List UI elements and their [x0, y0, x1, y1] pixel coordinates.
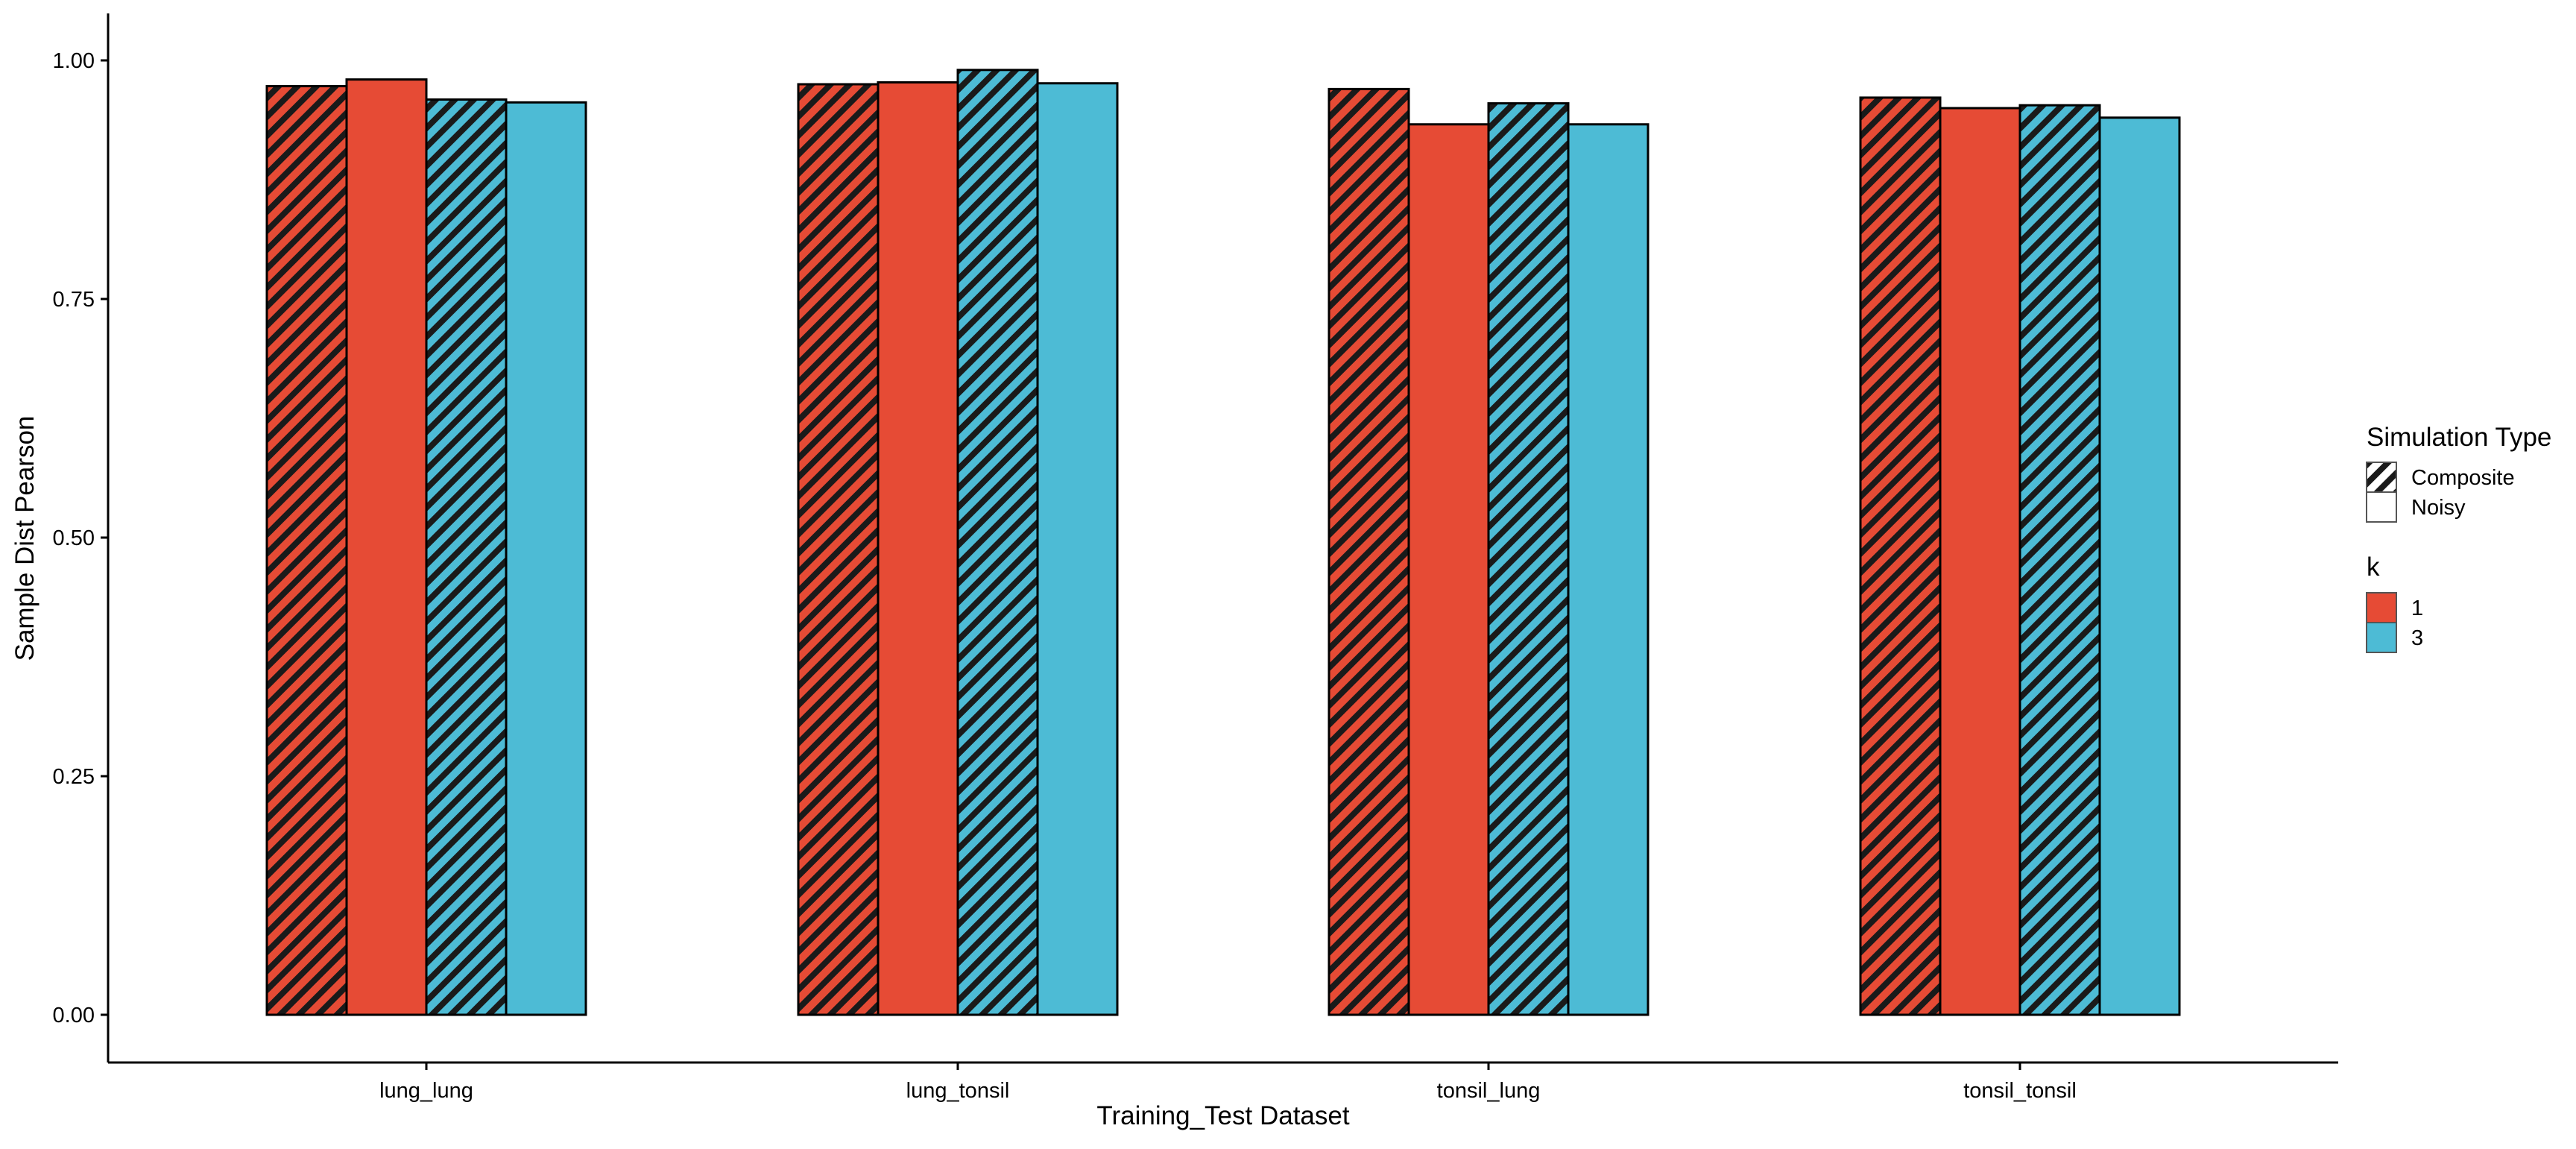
bar-lung_lung-k1-noisy	[345, 78, 428, 1016]
bar-lung_tonsil-k1-noisy	[877, 81, 959, 1016]
bar-tonsil_lung-k3-noisy	[1567, 123, 1650, 1016]
y-tick-label: 0.00	[53, 1004, 95, 1027]
bar-tonsil_lung-k3-composite	[1487, 102, 1570, 1016]
legend-label-k3: 3	[2411, 626, 2423, 650]
x-tick-label: lung_lung	[379, 1079, 473, 1103]
legend-title-simulation-type: Simulation Type	[2367, 423, 2551, 452]
plot-area	[265, 69, 2181, 1016]
legend-title-k: k	[2367, 553, 2380, 582]
y-tick-label: 0.50	[53, 526, 95, 550]
legend-label-composite: Composite	[2411, 466, 2515, 490]
x-tick-label: tonsil_lung	[1437, 1079, 1541, 1103]
legend-label-noisy: Noisy	[2411, 496, 2466, 520]
y-tick-label: 1.00	[53, 49, 95, 73]
bar-tonsil_tonsil-k1-composite	[1859, 96, 1942, 1016]
legend: Simulation Type k Composite Noisy 1 3	[2366, 423, 2551, 653]
bar-tonsil_tonsil-k3-composite	[2018, 104, 2101, 1016]
x-axis-title: Training_Test Dataset	[1096, 1101, 1349, 1130]
bar-lung_lung-k3-noisy	[505, 101, 587, 1016]
y-axis-title: Sample Dist Pearson	[10, 416, 40, 661]
axes: 0.00 0.25 0.50 0.75 1.00 lung_lung lung_tonsil…	[53, 13, 2338, 1103]
bar-tonsil_tonsil-k3-noisy	[2098, 116, 2181, 1016]
y-tick-label: 0.25	[53, 765, 95, 789]
bar-tonsil_tonsil-k1-noisy	[1939, 107, 2021, 1016]
legend-key-k3	[2366, 622, 2397, 653]
bar-lung_tonsil-k3-noisy	[1036, 82, 1119, 1016]
bar-lung_tonsil-k3-composite	[956, 69, 1039, 1016]
legend-key-noisy	[2366, 491, 2397, 523]
y-tick-label: 0.75	[53, 288, 95, 312]
bar-tonsil_lung-k1-composite	[1328, 87, 1410, 1016]
bar-lung_tonsil-k1-composite	[797, 83, 880, 1016]
bar-lung_lung-k1-composite	[265, 85, 348, 1016]
legend-key-composite	[2366, 462, 2397, 493]
bar-tonsil_lung-k1-noisy	[1407, 123, 1490, 1016]
legend-label-k1: 1	[2411, 596, 2423, 620]
legend-key-k1	[2366, 592, 2397, 623]
bar-lung_lung-k3-composite	[425, 98, 508, 1016]
x-tick-label: tonsil_tonsil	[1963, 1079, 2077, 1103]
x-tick-label: lung_tonsil	[906, 1079, 1010, 1103]
